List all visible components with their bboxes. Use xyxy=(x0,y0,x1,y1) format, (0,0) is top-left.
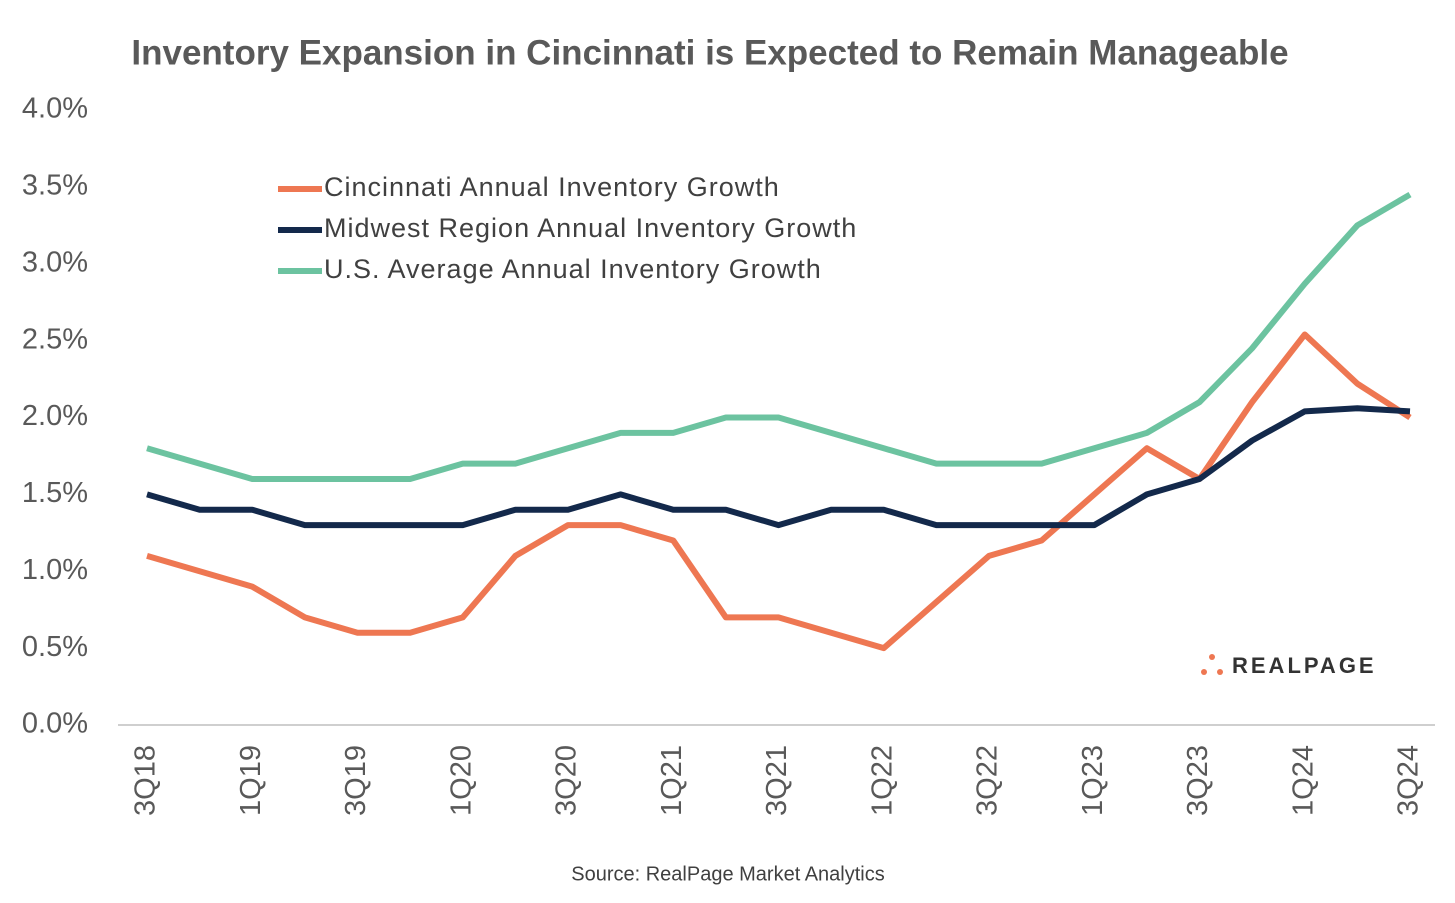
x-tick-label: 1Q22 xyxy=(866,745,898,816)
y-tick-label: 0.5% xyxy=(22,631,88,663)
series-line xyxy=(146,191,1412,482)
logo-dot xyxy=(1209,654,1215,660)
x-tick-label: 1Q20 xyxy=(445,745,477,816)
source: Source: RealPage Market Analytics xyxy=(571,863,885,885)
legend-label: Cincinnati Annual Inventory Growth xyxy=(324,172,780,202)
legend-label: U.S. Average Annual Inventory Growth xyxy=(324,254,822,284)
x-tick-label: 1Q23 xyxy=(1077,745,1109,816)
y-tick-label: 2.0% xyxy=(22,400,88,432)
y-tick-label: 4.0% xyxy=(22,93,88,125)
x-tick-label: 3Q20 xyxy=(551,745,583,816)
x-tick-label: 3Q22 xyxy=(972,745,1004,816)
y-tick-label: 3.5% xyxy=(22,170,88,202)
x-tick-label: 1Q24 xyxy=(1287,745,1319,816)
y-tick-label: 3.0% xyxy=(22,246,88,278)
logo: REALPAGE xyxy=(1232,653,1377,678)
series-line xyxy=(146,405,1411,529)
logo-dot xyxy=(1217,669,1223,675)
x-tick-label: 3Q19 xyxy=(340,745,372,816)
x-tick-label: 3Q24 xyxy=(1393,745,1425,816)
y-tick-label: 2.5% xyxy=(22,323,88,355)
x-tick-label: 3Q23 xyxy=(1182,745,1214,816)
y-tick-label: 1.5% xyxy=(22,477,88,509)
x-tick-label: 3Q18 xyxy=(130,745,162,816)
x-tick-label: 1Q21 xyxy=(656,745,688,816)
y-tick-label: 1.0% xyxy=(22,554,88,586)
logo-dot xyxy=(1201,669,1207,675)
chart-title: Inventory Expansion in Cincinnati is Exp… xyxy=(131,33,1288,72)
legend-label: Midwest Region Annual Inventory Growth xyxy=(324,213,857,243)
y-tick-label: 0.0% xyxy=(22,708,88,740)
x-tick-label: 1Q19 xyxy=(235,745,267,816)
x-tick-label: 3Q21 xyxy=(761,745,793,816)
